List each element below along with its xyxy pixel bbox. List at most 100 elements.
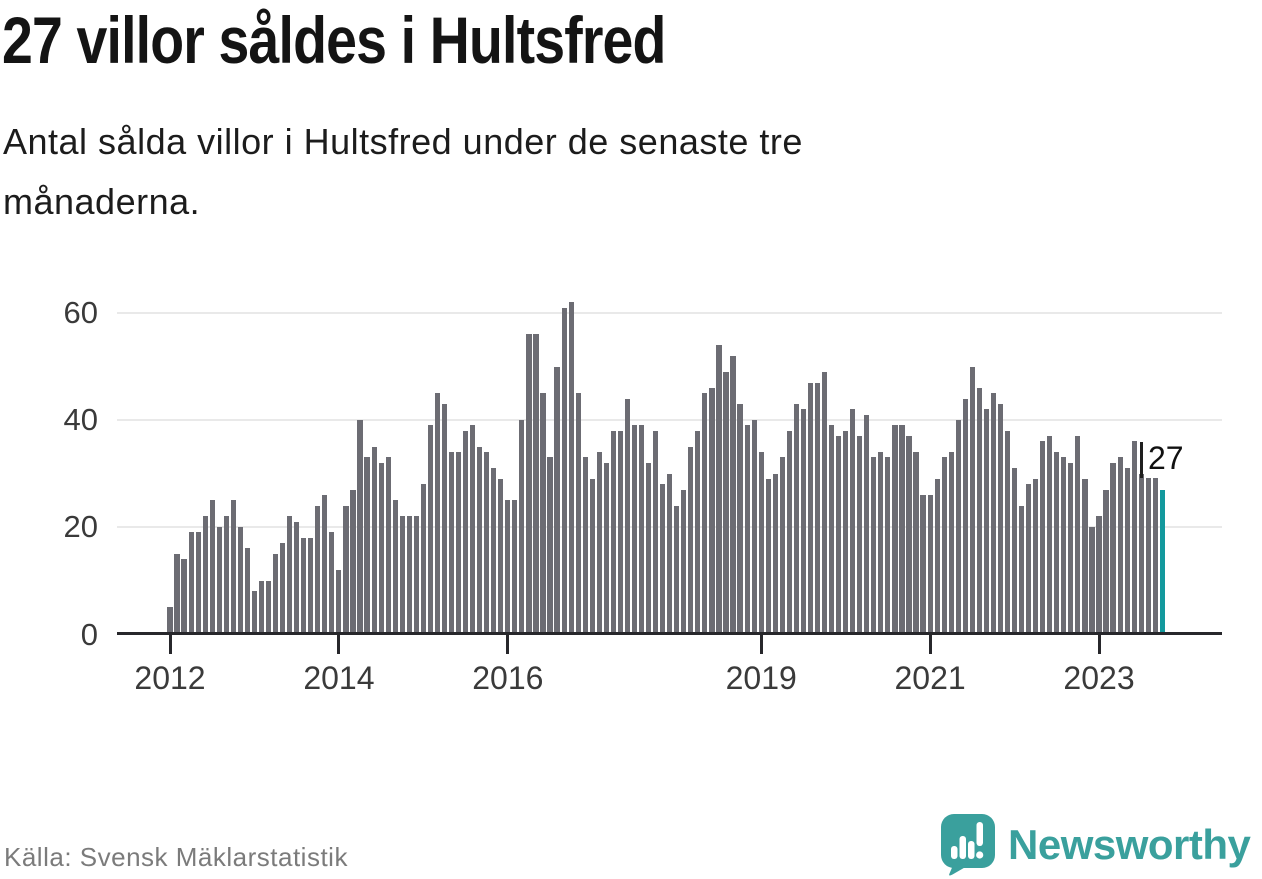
bar <box>434 393 441 634</box>
bar <box>322 494 328 634</box>
bar <box>202 516 208 634</box>
bar <box>188 532 194 634</box>
bar <box>554 366 560 634</box>
bar <box>688 446 694 634</box>
bar <box>990 393 997 634</box>
bar <box>547 457 553 634</box>
bar <box>1018 505 1025 634</box>
source-credit: Källa: Svensk Mäklarstatistik <box>4 842 348 872</box>
x-axis-label-2012: 2012 <box>134 660 206 696</box>
y-axis-label-60: 60 <box>63 295 98 330</box>
bar <box>758 452 764 634</box>
x-tick-2023 <box>1097 635 1101 654</box>
bar <box>730 355 736 634</box>
bar <box>343 505 349 634</box>
bar <box>308 537 314 634</box>
bar <box>209 500 215 634</box>
bar <box>1124 468 1130 634</box>
bar <box>230 500 236 634</box>
bar <box>709 387 715 634</box>
bar <box>955 420 961 634</box>
bar <box>1152 473 1158 634</box>
bar <box>765 478 771 634</box>
bar <box>526 334 532 634</box>
bar <box>1068 462 1074 634</box>
bar <box>491 468 497 634</box>
bar <box>723 371 729 634</box>
bar <box>983 409 989 634</box>
bar <box>561 307 567 634</box>
bar <box>1054 452 1060 634</box>
bar <box>364 457 370 634</box>
bar <box>1117 457 1123 634</box>
bar <box>301 537 307 634</box>
bar <box>420 484 426 634</box>
bar <box>934 478 940 634</box>
bar <box>519 420 525 634</box>
bar <box>258 580 265 634</box>
bar <box>540 393 546 634</box>
bar <box>653 430 659 634</box>
bar <box>195 532 201 634</box>
bar <box>836 436 842 634</box>
bar <box>997 403 1004 634</box>
bar <box>280 543 286 634</box>
bar <box>786 430 792 634</box>
bar <box>448 452 455 634</box>
bar <box>1040 441 1046 634</box>
chart-subtitle: Antal sålda villor i Hultsfred under de … <box>3 121 803 223</box>
x-axis-label-2014: 2014 <box>303 660 375 696</box>
bar <box>1138 473 1144 634</box>
bar <box>406 516 412 634</box>
bar <box>779 457 785 634</box>
bar <box>498 478 504 634</box>
x-axis-label-2019: 2019 <box>725 660 797 696</box>
newsworthy-logo: Newsworthy <box>940 813 1260 877</box>
bar <box>1026 484 1032 634</box>
bar <box>272 553 279 634</box>
bar <box>864 414 870 634</box>
bar <box>216 527 222 634</box>
bar <box>948 452 954 634</box>
bar <box>1061 457 1067 634</box>
bar <box>477 446 483 634</box>
bar <box>427 425 433 634</box>
bar <box>533 334 539 634</box>
bar <box>1096 516 1102 634</box>
newsworthy-logo-icon <box>941 814 995 876</box>
bar <box>871 457 877 634</box>
last-value-label: 27 <box>1145 440 1188 478</box>
bar <box>294 521 300 634</box>
bar <box>470 425 476 634</box>
bar <box>667 473 673 634</box>
bar <box>969 366 975 634</box>
gridline-60 <box>117 312 1222 314</box>
bar <box>589 478 595 634</box>
x-tick-2021 <box>928 635 932 654</box>
bar <box>976 387 982 634</box>
bar <box>329 532 335 634</box>
bar <box>906 436 912 634</box>
bar <box>568 302 574 634</box>
bar <box>1131 441 1137 634</box>
bar <box>265 580 272 634</box>
y-axis-label-20: 20 <box>63 509 98 544</box>
bar <box>800 409 806 634</box>
annotation-leader-line <box>1140 442 1143 478</box>
bar <box>850 409 856 634</box>
bar <box>631 425 638 634</box>
bar <box>617 430 624 634</box>
bar <box>892 425 898 634</box>
bar <box>505 500 511 634</box>
bar <box>512 500 518 634</box>
x-tick-2019 <box>759 635 763 654</box>
bar <box>413 516 419 634</box>
bar <box>885 457 891 634</box>
bar <box>857 436 863 634</box>
bar <box>596 452 602 634</box>
bar <box>793 403 799 634</box>
chart-title: 27 villor såldes i Hultsfred <box>2 3 666 77</box>
bar <box>962 398 968 634</box>
bar <box>843 430 849 634</box>
